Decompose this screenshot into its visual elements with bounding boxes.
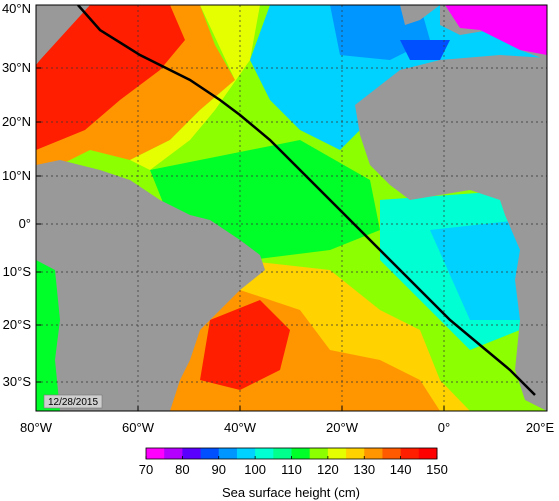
colorbar-tick-label: 110: [281, 462, 302, 477]
colorbar-tick-label: 100: [244, 462, 266, 477]
magenta-patch: [445, 5, 547, 55]
colorbar-cell: [146, 448, 165, 459]
s-hot-patch: [200, 300, 290, 390]
colorbar-cell: [236, 448, 256, 459]
lon-label: 0°: [438, 420, 450, 435]
colorbar-tick-label: 70: [139, 462, 153, 477]
frame-ticks: [36, 67, 445, 411]
lon-label: 40°W: [224, 420, 257, 435]
colorbar-tick-label: 130: [353, 462, 375, 477]
colorbar-cells: [146, 448, 438, 459]
map-frame: [35, 4, 548, 412]
colorbar-cell: [255, 448, 274, 459]
colorbar-tick-label: 90: [212, 462, 226, 477]
colorbar-cell: [309, 448, 329, 459]
colorbar-cell: [182, 448, 202, 459]
ne-deep-blue-patch: [400, 40, 450, 60]
lon-label: 20°W: [326, 420, 359, 435]
lat-label: 30°N: [2, 60, 31, 75]
colorbar-cell: [364, 448, 383, 459]
lat-label: 20°N: [2, 114, 31, 129]
colorbar-cell: [400, 448, 420, 459]
lon-label: 20°E: [526, 420, 555, 435]
colorbar-cell: [327, 448, 347, 459]
lat-label: 0°: [19, 216, 31, 231]
date-stamp-text: 12/28/2015: [48, 397, 98, 408]
land-africa: [355, 55, 547, 411]
date-stamp: 12/28/2015: [43, 394, 103, 409]
colorbar-cell: [218, 448, 238, 459]
lon-labels: 80°W 60°W 40°W 20°W 0° 20°E: [20, 420, 554, 435]
lat-label: 20°S: [3, 317, 32, 332]
land-north-america: [36, 5, 90, 65]
colorbar-cell: [346, 448, 365, 459]
pacific-strip: [36, 260, 60, 411]
nw-yellow-band: [130, 5, 260, 170]
land-europe-north: [400, 5, 440, 25]
colorbar: 70 80 90 100 110 120 130 140 150 Sea surface hei…: [139, 447, 448, 500]
lon-label: 60°W: [122, 420, 155, 435]
lat-labels: 40°N 30°N 20°N 10°N 0° 10°S 20°S 30°S: [2, 1, 31, 389]
date-stamp-box: [43, 394, 103, 409]
nw-hot-region: [36, 5, 185, 150]
colorbar-ticks: 70 80 90 100 110 120 130 140 150: [139, 456, 448, 477]
colorbar-cell: [273, 448, 292, 459]
colorbar-tick-label: 120: [317, 462, 339, 477]
lat-label: 10°S: [3, 264, 32, 279]
colorbar-cell: [382, 448, 402, 459]
colorbar-cell: [291, 448, 311, 459]
colorbar-title: Sea surface height (cm): [222, 485, 360, 500]
lon-label: 80°W: [20, 420, 53, 435]
lat-label: 30°S: [3, 374, 32, 389]
colorbar-cell: [164, 448, 183, 459]
map-area: [36, 5, 547, 411]
colorbar-cell: [418, 448, 438, 459]
colorbar-tick-label: 150: [426, 462, 448, 477]
satellite-track: [77, 5, 536, 396]
colorbar-tick-label: 80: [175, 462, 189, 477]
e-light-blue-region: [430, 220, 520, 320]
colorbar-cell: [200, 448, 220, 459]
lat-label: 40°N: [2, 1, 31, 16]
land-central-america: [36, 190, 175, 260]
lat-label: 10°N: [2, 168, 31, 183]
colorbar-tick-label: 140: [390, 462, 412, 477]
grid: [36, 5, 547, 411]
